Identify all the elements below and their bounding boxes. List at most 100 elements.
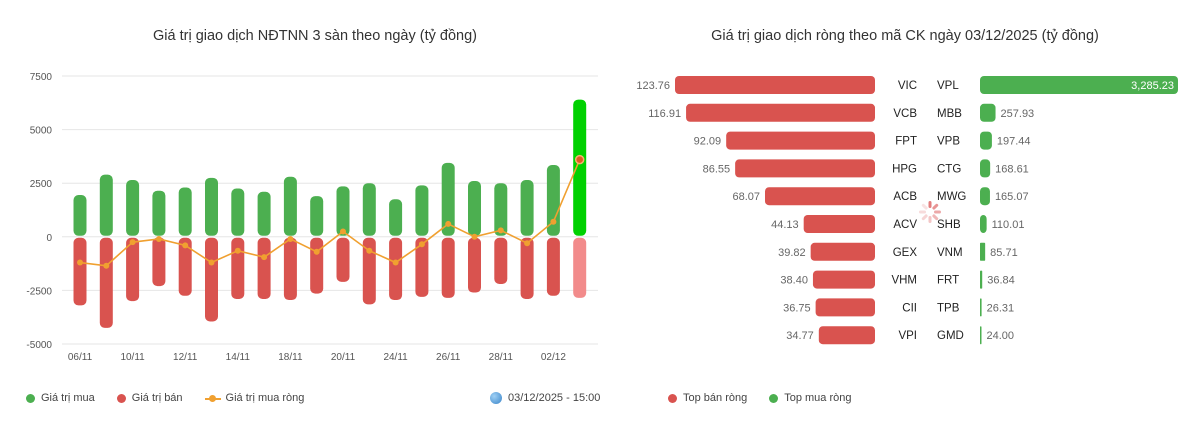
net-buy-point	[366, 247, 373, 254]
sell-bar	[73, 237, 87, 306]
net-buy-point	[129, 239, 136, 246]
foreign-trading-daily-chart[interactable]: 7500 5000 2500 0 -2500 -5000 06/11 10/11 12/11 14…	[0, 40, 600, 400]
net-buy-point	[234, 247, 241, 254]
x-tick-label: 10/11	[120, 352, 145, 363]
legend-label-sell: Giá trị bán	[131, 392, 183, 404]
left-chart-title: Giá trị giao dịch NĐTNN 3 sàn theo ngày …	[153, 28, 477, 44]
buy-value-label: 257.93	[1001, 108, 1035, 120]
buy-ticker-label: MWG	[937, 191, 966, 203]
sell-ticker-label: VPI	[898, 330, 917, 342]
sell-bar	[257, 237, 271, 299]
buy-bar	[980, 242, 986, 261]
sell-bar	[546, 237, 560, 296]
loading-spinner-icon	[919, 201, 941, 223]
buy-value-label: 3,285.23	[1131, 80, 1174, 92]
sell-ticker-label: ACV	[893, 219, 917, 231]
net-buy-point	[313, 248, 320, 255]
buy-value-label: 24.00	[987, 330, 1015, 342]
y-tick-label: 0	[46, 233, 52, 244]
sell-bar	[99, 237, 113, 328]
buy-value-label: 197.44	[997, 136, 1031, 148]
x-tick-label: 02/12	[541, 352, 566, 363]
y-tick-label: -2500	[26, 286, 52, 297]
buy-ticker-label: TPB	[937, 302, 960, 314]
sell-bar	[803, 215, 875, 233]
buy-bar	[980, 326, 982, 345]
top-sell-dot-icon	[668, 393, 677, 403]
sell-bar	[126, 237, 140, 302]
legend-item-buy[interactable]: Giá trị mua	[26, 392, 95, 404]
sell-bar	[815, 298, 875, 317]
buy-bar	[178, 187, 192, 236]
buy-bar	[126, 179, 140, 236]
legend-item-top-buy[interactable]: Top mua ròng	[769, 392, 851, 404]
y-tick-label: 5000	[30, 126, 53, 137]
buy-ticker-label: SHB	[937, 219, 961, 231]
net-trading-by-ticker-chart[interactable]: 123.76 VIC 116.91 VCB 92.09 FPT 86.55 HPG 68.07 A…	[620, 40, 1180, 400]
buy-bar	[546, 164, 560, 236]
x-tick-label: 26/11	[436, 352, 461, 363]
x-tick-label: 12/11	[173, 352, 198, 363]
net-buy-point	[418, 241, 425, 248]
legend-item-net[interactable]: Giá trị mua ròng	[204, 392, 304, 404]
buy-ticker-label: CTG	[937, 163, 961, 175]
buy-ticker-label: GMD	[937, 330, 964, 342]
sell-bar	[818, 326, 875, 345]
sell-bar	[152, 237, 166, 287]
buy-ticker-label: MBB	[937, 108, 962, 120]
sell-ticker-label: ACB	[893, 191, 917, 203]
timestamp-text: 03/12/2025 - 15:00	[508, 392, 601, 404]
buy-bar	[494, 183, 508, 236]
net-buy-point	[261, 254, 268, 261]
buy-bar	[257, 191, 271, 236]
sell-bar	[726, 131, 875, 150]
sell-value-label: 38.40	[780, 275, 808, 287]
buy-value-label: 85.71	[990, 247, 1018, 259]
legend-item-top-sell[interactable]: Top bán ròng	[668, 392, 747, 404]
buy-bar	[441, 162, 455, 236]
net-buy-point	[524, 240, 531, 247]
buy-ticker-label: FRT	[937, 275, 959, 287]
left-chart-legend: Giá trị mua Giá trị bán Giá trị mua ròng	[26, 392, 326, 404]
sell-ticker-label: FPT	[895, 136, 917, 148]
sell-bar	[735, 159, 875, 178]
sell-bar	[310, 237, 324, 294]
sell-bar	[362, 237, 376, 305]
sell-value-label: 68.07	[732, 191, 760, 203]
buy-bar	[980, 131, 992, 150]
net-buy-point	[497, 227, 504, 234]
net-line-icon	[204, 394, 221, 403]
buy-bar	[980, 270, 983, 289]
buy-ticker-label: VNM	[937, 247, 963, 259]
buy-bar	[231, 188, 245, 236]
buy-bar	[980, 215, 987, 233]
sell-value-label: 123.76	[636, 80, 670, 92]
sell-bar	[494, 237, 508, 284]
right-chart-legend: Top bán ròng Top mua ròng	[668, 392, 873, 404]
legend-item-sell[interactable]: Giá trị bán	[116, 392, 183, 404]
sell-ticker-label: HPG	[892, 163, 917, 175]
buy-value-label: 26.31	[987, 302, 1015, 314]
net-buy-point	[103, 262, 110, 269]
buy-bar	[283, 176, 297, 236]
sell-bar	[283, 237, 297, 301]
sell-bar	[336, 237, 350, 282]
sell-value-label: 116.91	[648, 108, 681, 120]
net-buy-line	[79, 159, 581, 267]
buy-bar	[520, 179, 534, 236]
top-buy-dot-icon	[769, 393, 779, 403]
net-buy-point	[287, 235, 294, 242]
legend-label-buy: Giá trị mua	[41, 392, 95, 404]
buy-bar	[980, 103, 996, 122]
sell-ticker-label: CII	[902, 302, 917, 314]
sell-bar	[468, 237, 481, 293]
x-tick-label: 20/11	[331, 352, 356, 363]
buy-bar	[468, 181, 481, 236]
buy-bar	[980, 187, 990, 206]
sell-bar	[764, 187, 875, 206]
net-buy-point	[445, 220, 452, 227]
net-buy-point	[182, 242, 189, 249]
buy-bar	[336, 186, 350, 236]
buy-value-label: 110.01	[992, 219, 1025, 231]
buy-bar	[980, 76, 1178, 94]
